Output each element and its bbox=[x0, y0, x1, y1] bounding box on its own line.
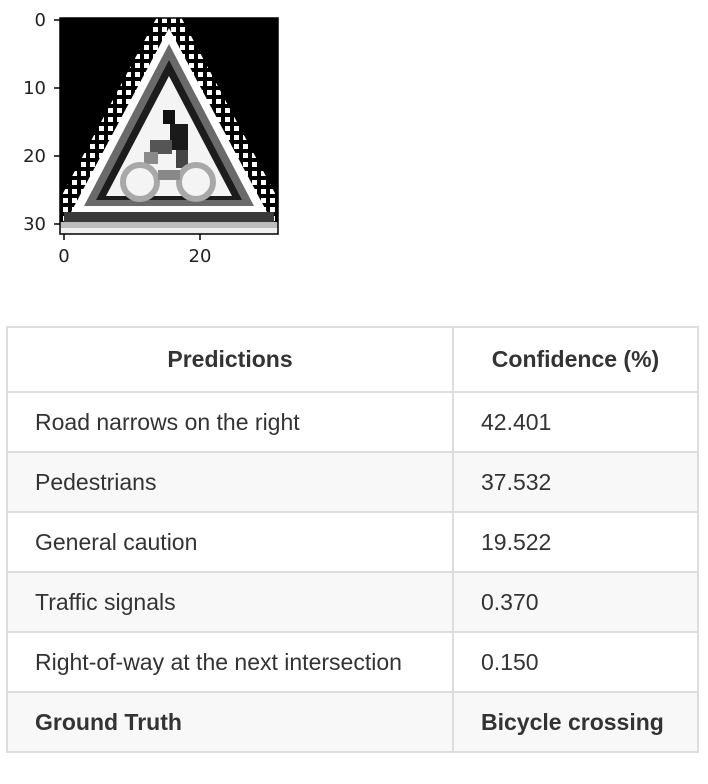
y-tick-label: 20 bbox=[23, 146, 46, 167]
table-row: Road narrows on the right 42.401 bbox=[6, 391, 699, 453]
y-axis: 0 10 20 30 bbox=[23, 10, 60, 235]
predictions-header: Predictions bbox=[6, 326, 454, 393]
prediction-label: Road narrows on the right bbox=[6, 391, 454, 453]
confidence-header: Confidence (%) bbox=[452, 326, 699, 393]
y-tick-label: 10 bbox=[23, 78, 46, 99]
prediction-label: General caution bbox=[6, 511, 454, 573]
prediction-label: Pedestrians bbox=[6, 451, 454, 513]
confidence-value: 42.401 bbox=[452, 391, 699, 453]
table-row: Pedestrians 37.532 bbox=[6, 451, 699, 513]
x-axis: 0 20 bbox=[58, 234, 211, 267]
sign-image bbox=[60, 18, 278, 234]
confidence-value: 19.522 bbox=[452, 511, 699, 573]
prediction-label: Right-of-way at the next intersection bbox=[6, 631, 454, 693]
table-row: General caution 19.522 bbox=[6, 511, 699, 573]
confidence-value: 37.532 bbox=[452, 451, 699, 513]
prediction-label: Traffic signals bbox=[6, 571, 454, 633]
confidence-value: 0.370 bbox=[452, 571, 699, 633]
cyclist-icon bbox=[120, 110, 216, 202]
table-row: Traffic signals 0.370 bbox=[6, 571, 699, 633]
ground-truth-row: Ground Truth Bicycle crossing bbox=[6, 691, 699, 753]
x-tick-label: 20 bbox=[189, 246, 212, 267]
image-plot: 0 10 20 30 0 20 bbox=[23, 10, 279, 267]
y-tick-label: 0 bbox=[35, 10, 46, 31]
ground-truth-value: Bicycle crossing bbox=[452, 691, 699, 753]
y-tick-label: 30 bbox=[23, 214, 46, 235]
axes-frame bbox=[59, 17, 279, 235]
ground-truth-label: Ground Truth bbox=[6, 691, 454, 753]
table-row: Right-of-way at the next intersection 0.… bbox=[6, 631, 699, 693]
table-header-row: Predictions Confidence (%) bbox=[6, 326, 699, 393]
x-tick-label: 0 bbox=[58, 246, 69, 267]
confidence-value: 0.150 bbox=[452, 631, 699, 693]
predictions-table: Predictions Confidence (%) Road narrows … bbox=[6, 326, 699, 753]
